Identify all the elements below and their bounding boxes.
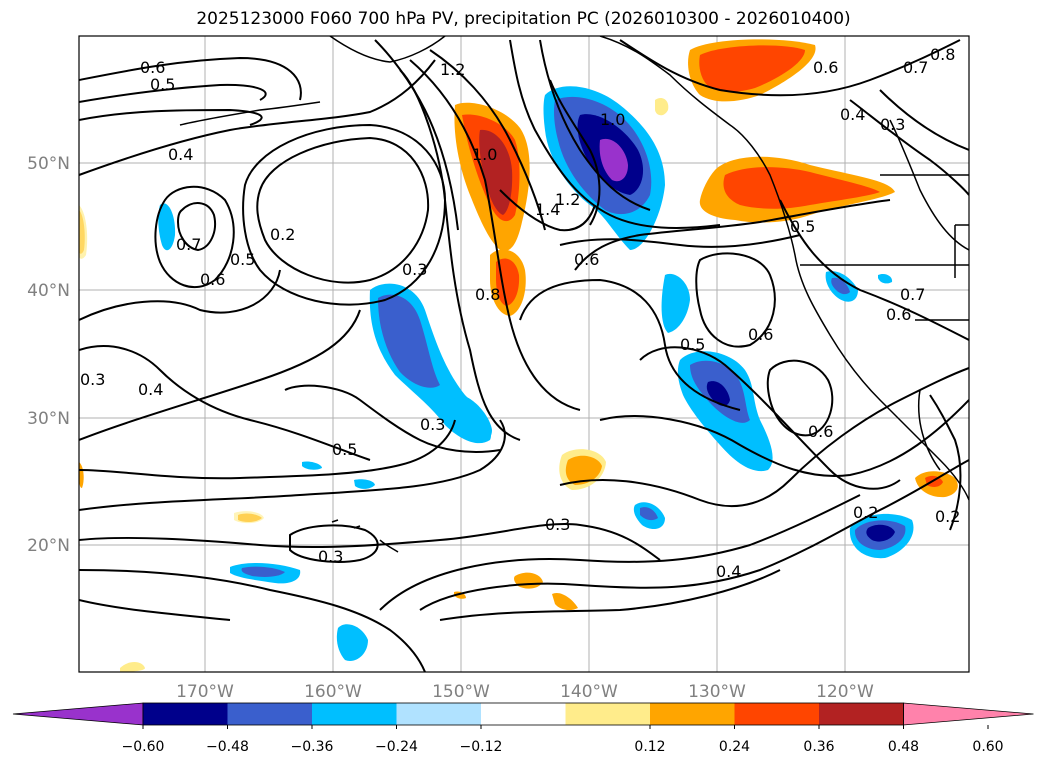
contour-label: 0.6 <box>574 250 599 269</box>
contour-label: 0.7 <box>900 285 925 304</box>
contour-label: 0.3 <box>318 547 343 566</box>
contour-label: 0.4 <box>716 562 741 581</box>
map-title: 2025123000 F060 700 hPa PV, precipitatio… <box>196 9 851 29</box>
colorbar-segment <box>734 703 820 725</box>
lon-tick: 170°W <box>176 682 234 702</box>
colorbar-segment <box>227 703 313 725</box>
contour-label: 0.2 <box>853 503 878 522</box>
contour-label: 0.2 <box>935 507 960 526</box>
contour-label: 0.3 <box>880 115 905 134</box>
colorbar-tick-label: 0.48 <box>888 739 919 755</box>
contour-label: 0.5 <box>680 335 705 354</box>
lat-tick: 30°N <box>27 409 70 429</box>
contour-label: 0.6 <box>886 305 911 324</box>
contour-label: 0.7 <box>903 58 928 77</box>
colorbar-segment <box>819 703 904 725</box>
colorbar-tick-label: −0.12 <box>460 739 503 755</box>
lon-tick: 160°W <box>304 682 362 702</box>
lon-tick: 130°W <box>688 682 746 702</box>
colorbar-segment <box>143 703 228 725</box>
colorbar-segment <box>650 703 735 725</box>
contour-label: 1.2 <box>555 190 580 209</box>
colorbar-segment <box>481 703 566 725</box>
contour-label: 0.6 <box>748 325 773 344</box>
colorbar-extend-high <box>903 702 1034 726</box>
colorbar-frame <box>142 702 904 726</box>
pv-contours <box>79 39 969 672</box>
contour-label: 0.4 <box>138 380 163 399</box>
contour-label: 1.0 <box>600 110 625 129</box>
contour-label: 0.5 <box>150 75 175 94</box>
colorbar-tick-label: −0.60 <box>122 739 165 755</box>
contour-label: 0.5 <box>230 250 255 269</box>
colorbar-tick-label: −0.48 <box>206 739 249 755</box>
colorbar-tick-label: 0.24 <box>719 739 750 755</box>
contour-label: 0.4 <box>840 105 865 124</box>
colorbar-extend-low <box>12 702 144 726</box>
colorbar-tick-label: −0.36 <box>291 739 334 755</box>
contour-label: 0.3 <box>545 515 570 534</box>
lon-tick: 150°W <box>432 682 490 702</box>
contour-label: 0.5 <box>332 440 357 459</box>
contour-label: 0.2 <box>270 225 295 244</box>
lon-tick: 140°W <box>560 682 618 702</box>
contour-label: 0.3 <box>420 415 445 434</box>
colorbar-tick-label: 0.12 <box>634 739 665 755</box>
contour-label: 1.2 <box>440 60 465 79</box>
lat-tick-labels: 50°N 40°N 30°N 20°N <box>27 154 70 556</box>
contour-label: 0.5 <box>790 217 815 236</box>
precipitation-shading <box>79 39 958 672</box>
colorbar-segment <box>312 703 397 725</box>
colorbar <box>12 702 1034 726</box>
contour-label: 0.6 <box>808 422 833 441</box>
lat-tick: 40°N <box>27 281 70 301</box>
colorbar-segment <box>396 703 482 725</box>
colorbar-tick-label: 0.36 <box>803 739 834 755</box>
lat-tick: 20°N <box>27 536 70 556</box>
map-frame <box>78 35 970 673</box>
contour-label: 1.0 <box>472 145 497 164</box>
contour-labels: 0.6 0.5 1.2 0.6 0.7 0.8 0.4 0.3 0.4 1.0 … <box>80 45 960 581</box>
contour-label: 0.3 <box>80 370 105 389</box>
contour-label: 0.3 <box>402 260 427 279</box>
colorbar-tick-label: −0.24 <box>375 739 418 755</box>
contour-label: 0.4 <box>168 145 193 164</box>
colorbar-tick-labels: −0.60 −0.48 −0.36 −0.24 −0.12 0.12 0.24 0.36 0.4… <box>122 725 1004 755</box>
contour-label: 0.8 <box>930 45 955 64</box>
contour-label: 0.6 <box>200 270 225 289</box>
lon-tick: 120°W <box>816 682 874 702</box>
colorbar-segment <box>565 703 651 725</box>
contour-label: 0.7 <box>176 235 201 254</box>
lon-tick-labels: 170°W 160°W 150°W 140°W 130°W 120°W <box>176 682 874 702</box>
colorbar-tick-label: 0.60 <box>972 739 1003 755</box>
coastlines <box>179 36 969 553</box>
lat-tick: 50°N <box>27 154 70 174</box>
contour-label: 1.4 <box>535 200 560 219</box>
contour-label: 0.6 <box>813 58 838 77</box>
contour-label: 0.8 <box>475 285 500 304</box>
contour-label: 0.6 <box>140 58 165 77</box>
